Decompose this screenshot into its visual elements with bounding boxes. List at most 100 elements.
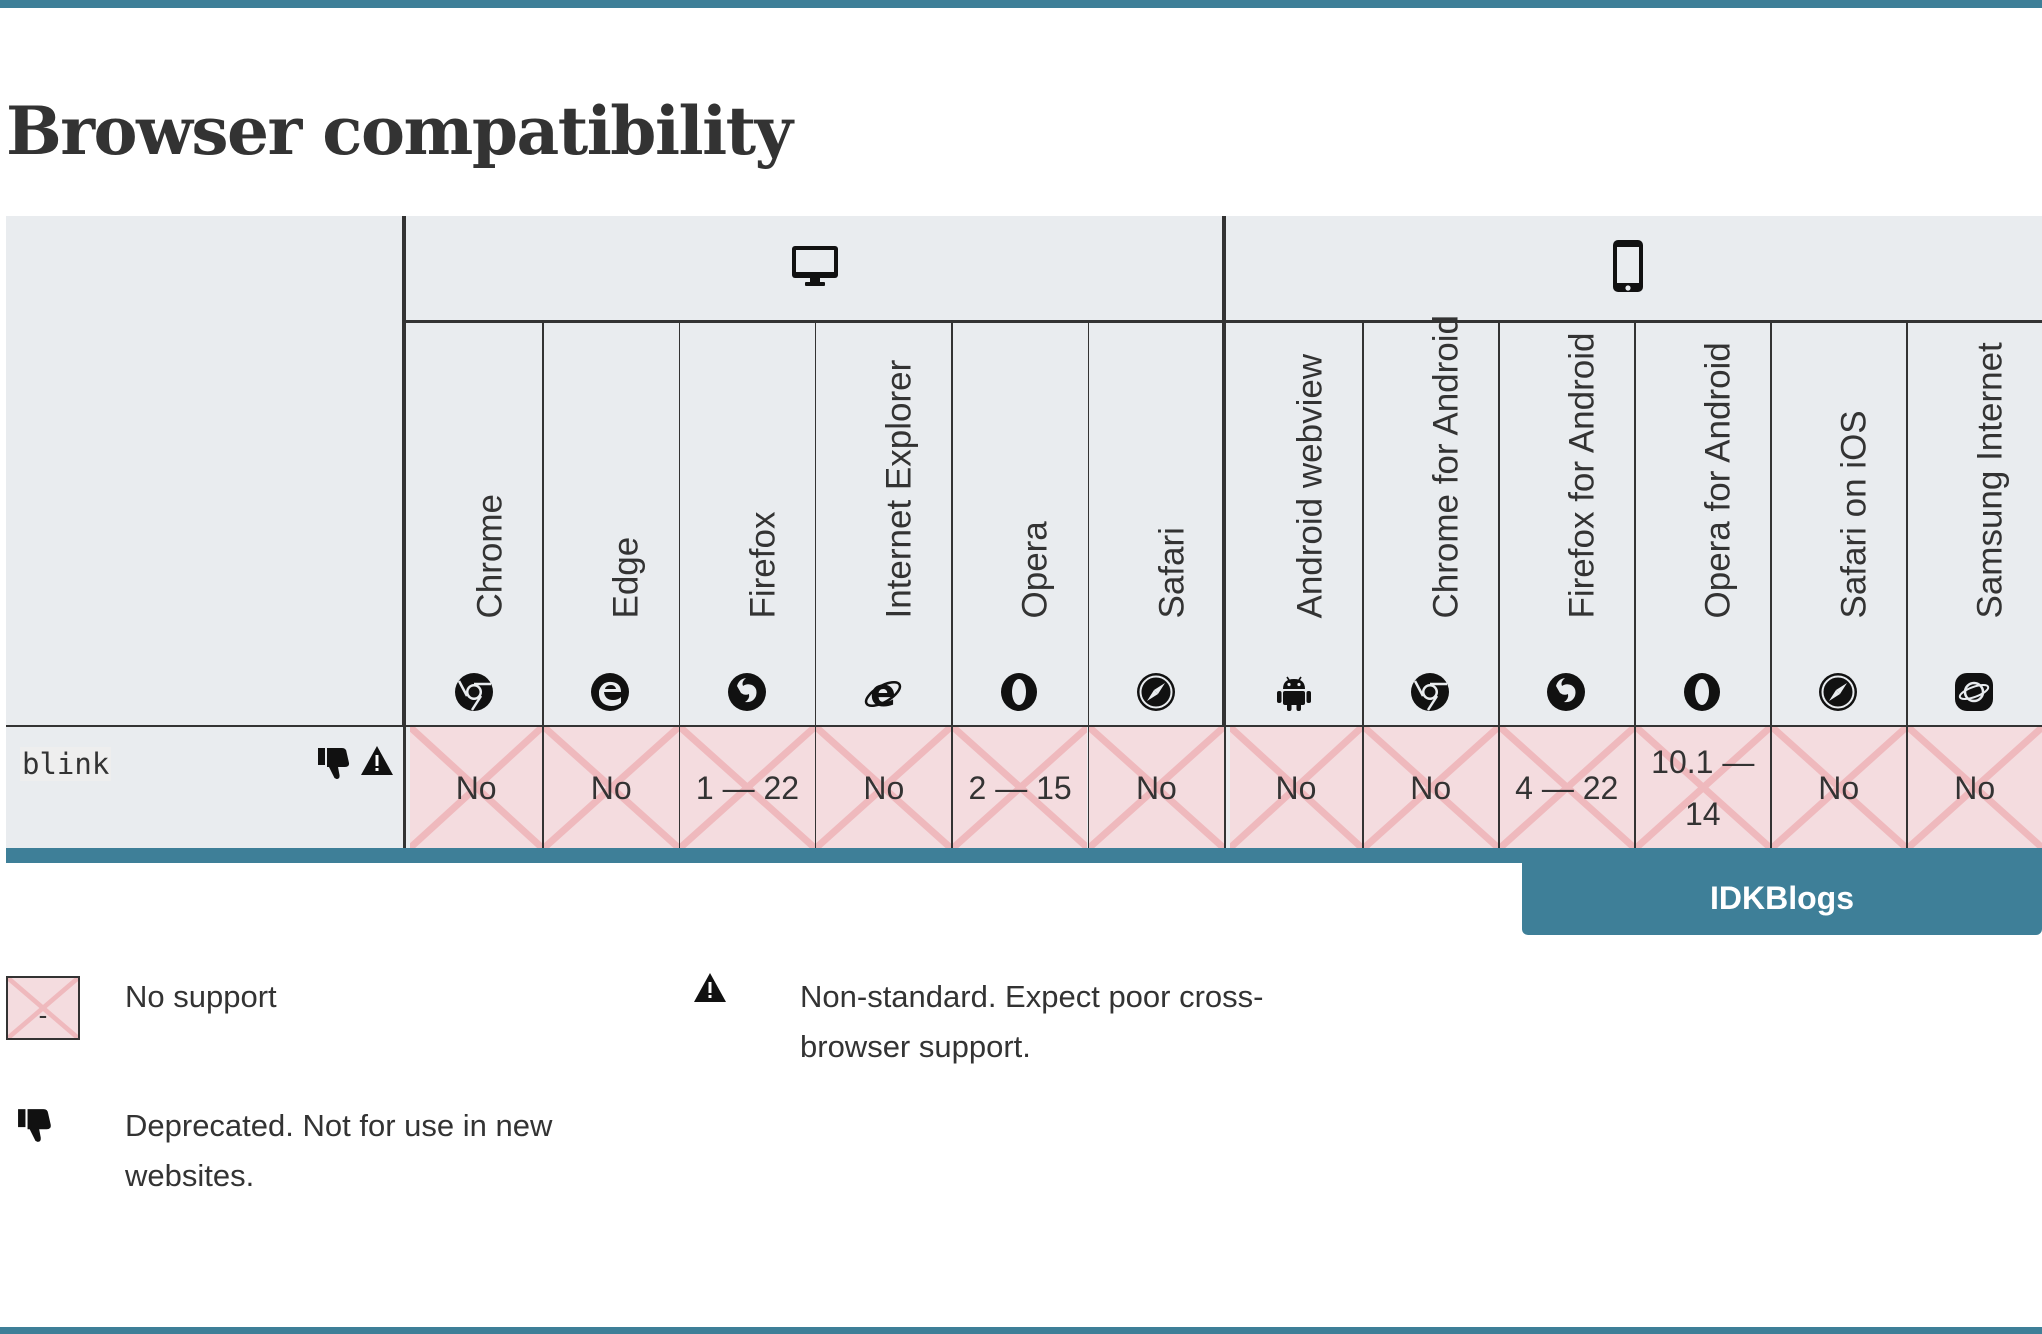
column-divider bbox=[1634, 323, 1636, 848]
column-divider bbox=[814, 323, 817, 848]
table-divider bbox=[6, 725, 2042, 727]
browser-name: Opera bbox=[1015, 521, 1055, 619]
browser-name: Android webview bbox=[1290, 353, 1330, 619]
no-support-x bbox=[1908, 727, 2042, 848]
page-title: Browser compatibility bbox=[6, 92, 793, 170]
feature-row: blink No No 1 — 22 No 2 — 15 No No No 4 bbox=[6, 727, 2042, 848]
support-cell[interactable]: 2 — 15 bbox=[952, 727, 1088, 848]
support-cell[interactable]: No bbox=[1771, 727, 1907, 848]
firefox-icon bbox=[1546, 672, 1586, 712]
firefox-icon bbox=[727, 672, 767, 712]
column-divider bbox=[1087, 323, 1089, 848]
no-support-x bbox=[680, 727, 815, 848]
browser-header-safari-on-ios: Safari on iOS bbox=[1770, 326, 1906, 726]
no-support-x bbox=[410, 727, 542, 848]
support-value: No bbox=[1135, 769, 1177, 806]
support-value: No bbox=[1818, 769, 1860, 806]
no-support-swatch: - bbox=[6, 976, 80, 1040]
internet-explorer-icon: e bbox=[863, 671, 903, 715]
column-divider bbox=[951, 323, 953, 848]
no-support-x bbox=[1089, 727, 1224, 848]
browser-name: Safari bbox=[1152, 527, 1192, 619]
desktop-icon bbox=[791, 244, 839, 293]
browser-name: Samsung Internet bbox=[1970, 342, 2010, 619]
mobile-phone-icon bbox=[1611, 238, 1645, 299]
support-cell[interactable]: No bbox=[410, 727, 543, 848]
thumbs-down-icon bbox=[318, 745, 352, 786]
column-divider bbox=[1906, 323, 1908, 848]
support-cell[interactable]: 10.1 — 14 bbox=[1635, 727, 1771, 848]
browser-header-safari: Safari bbox=[1088, 326, 1224, 726]
samsung-internet-icon bbox=[1954, 672, 1994, 712]
safari-icon bbox=[1136, 672, 1176, 712]
support-value: 4 — 22 bbox=[1515, 769, 1619, 806]
browser-header-opera-for-android: Opera for Android bbox=[1634, 326, 1770, 726]
feature-name-cell: blink bbox=[6, 727, 403, 848]
column-divider bbox=[1362, 323, 1364, 848]
support-value: No bbox=[1954, 769, 1996, 806]
browser-name: Internet Explorer bbox=[879, 359, 919, 619]
support-value: 2 — 15 bbox=[968, 769, 1072, 806]
no-support-x bbox=[1636, 727, 1771, 848]
support-cell[interactable]: No bbox=[1089, 727, 1224, 848]
support-cell[interactable]: No bbox=[543, 727, 679, 848]
legend-deprecated: Deprecated. Not for use in new websites. bbox=[125, 1108, 553, 1193]
support-cell[interactable]: No bbox=[1230, 727, 1362, 848]
browser-name: Chrome for Android bbox=[1426, 315, 1466, 619]
browser-header-chrome: Chrome bbox=[406, 326, 542, 726]
browser-header-chrome-for-android: Chrome for Android bbox=[1362, 315, 1498, 726]
legend-non-standard: Non-standard. Expect poor cross- browser… bbox=[800, 979, 1264, 1064]
browser-name: Edge bbox=[606, 536, 646, 619]
support-cell[interactable]: 4 — 22 bbox=[1499, 727, 1635, 848]
chrome-icon bbox=[454, 672, 494, 712]
browser-header-samsung-internet: Samsung Internet bbox=[1906, 326, 2042, 726]
browser-name: Safari on iOS bbox=[1834, 410, 1874, 619]
column-divider bbox=[678, 323, 681, 848]
opera-icon bbox=[1682, 672, 1722, 712]
browser-header-android-webview: Android webview bbox=[1226, 326, 1362, 726]
support-value: 10.1 — 14 bbox=[1651, 743, 1755, 832]
support-value: No bbox=[863, 769, 905, 806]
table-divider bbox=[406, 320, 2042, 323]
table-bottom-rule bbox=[6, 848, 2042, 863]
warning-icon bbox=[692, 972, 728, 1009]
no-support-x bbox=[1364, 727, 1499, 848]
android-icon bbox=[1274, 672, 1314, 712]
edge-icon bbox=[590, 672, 630, 712]
browser-name: Opera for Android bbox=[1698, 342, 1738, 619]
no-support-x bbox=[544, 727, 679, 848]
browser-header-firefox: Firefox bbox=[679, 326, 815, 726]
compat-table: Chrome Edge Firefox Internet Explorer e Opera… bbox=[6, 216, 2042, 863]
support-cell[interactable]: 1 — 22 bbox=[680, 727, 815, 848]
browser-header-firefox-for-android: Firefox for Android bbox=[1498, 326, 1634, 726]
support-value: No bbox=[590, 769, 632, 806]
support-cell[interactable]: No bbox=[1363, 727, 1499, 848]
column-divider bbox=[542, 323, 544, 848]
table-divider bbox=[402, 216, 406, 848]
support-cell[interactable]: No bbox=[816, 727, 952, 848]
legend-no-support: No support bbox=[125, 979, 277, 1014]
support-cell[interactable]: No bbox=[1907, 727, 2042, 848]
table-corner bbox=[6, 216, 403, 727]
column-divider bbox=[1770, 323, 1772, 848]
no-support-x bbox=[816, 727, 951, 848]
support-value: 1 — 22 bbox=[695, 769, 800, 806]
no-support-x bbox=[1500, 727, 1635, 848]
support-value: No bbox=[1410, 769, 1452, 806]
chrome-icon bbox=[1410, 672, 1450, 712]
table-divider bbox=[1222, 216, 1226, 848]
browser-name: Firefox bbox=[743, 511, 783, 619]
support-value: No bbox=[1275, 769, 1317, 806]
idkblogs-tag[interactable]: IDKBlogs bbox=[1522, 862, 2042, 935]
feature-name: blink bbox=[20, 747, 112, 781]
no-support-x bbox=[1772, 727, 1907, 848]
feature-icons bbox=[318, 745, 394, 786]
warning-icon bbox=[360, 745, 394, 786]
column-divider bbox=[1498, 323, 1500, 848]
browser-name: Chrome bbox=[470, 494, 510, 619]
browser-header-opera: Opera bbox=[951, 326, 1087, 726]
thumbs-down-icon bbox=[18, 1106, 54, 1149]
browser-name: Firefox for Android bbox=[1562, 332, 1602, 619]
safari-icon bbox=[1818, 672, 1858, 712]
swatch-mark: - bbox=[38, 1000, 48, 1030]
